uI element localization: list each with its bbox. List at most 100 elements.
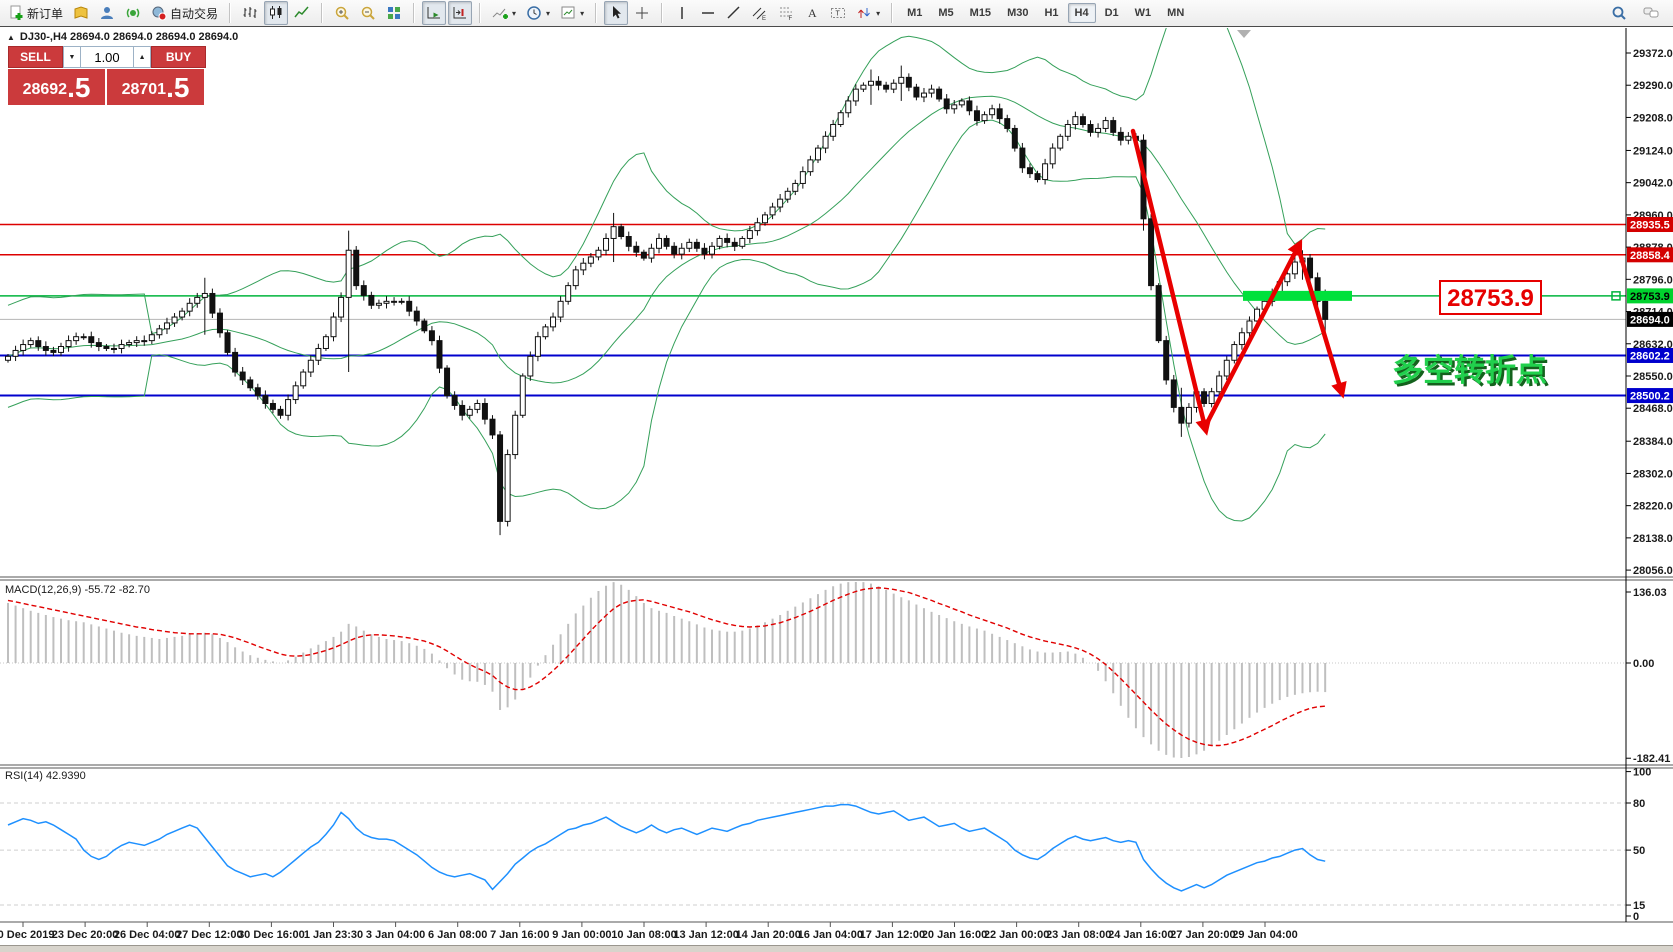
- history-center-button[interactable]: [69, 1, 93, 25]
- zigzag-arrows[interactable]: [1130, 128, 1347, 436]
- new-order-button-label: 新订单: [27, 6, 64, 21]
- green-highlight-bar[interactable]: [1243, 290, 1352, 301]
- candlestick-button[interactable]: [264, 1, 289, 25]
- sell-price[interactable]: 28692 .5: [8, 69, 105, 105]
- trendline-button[interactable]: [722, 1, 746, 25]
- text-label-button[interactable]: T: [826, 1, 850, 25]
- auto-scroll-icon: [427, 7, 441, 19]
- chart-shift-marker[interactable]: [1237, 30, 1251, 38]
- svg-text:F: F: [789, 16, 793, 21]
- toolbar-group-trade: 新订单 自动交易: [4, 1, 222, 25]
- zoom-in-button[interactable]: [330, 1, 354, 25]
- timeframe-m30[interactable]: M30: [1000, 3, 1035, 23]
- candlestick-icon: [270, 6, 282, 19]
- chevron-down-icon[interactable]: ▾: [876, 8, 881, 18]
- toolbar-group-cursor: [604, 1, 654, 25]
- chevron-down-icon[interactable]: ▾: [580, 8, 585, 18]
- tile-windows-button[interactable]: [382, 1, 406, 25]
- timeframe-m5[interactable]: M5: [931, 3, 960, 23]
- price-tick-label: 29372.0: [1633, 48, 1673, 60]
- new-order-icon: [10, 5, 23, 20]
- macd-tick-label: -182.41: [1633, 753, 1670, 765]
- price-tick-label: 28550.0: [1633, 371, 1673, 383]
- symbol-ohlc-text: DJ30-,H4 28694.0 28694.0 28694.0 28694.0: [19, 31, 239, 43]
- chevron-down-icon[interactable]: ▾: [512, 8, 517, 18]
- pane-separators[interactable]: [0, 28, 1673, 923]
- new-order-button[interactable]: 新订单: [4, 1, 67, 25]
- main-chart-pane[interactable]: [0, 28, 1626, 577]
- text-button[interactable]: A: [800, 1, 824, 25]
- search-icon: [1612, 6, 1626, 20]
- vertical-line-icon: [681, 7, 683, 19]
- indicator-axis[interactable]: 136.03 0.00 -182.41 100 80 50 150: [1626, 587, 1670, 923]
- rsi-tick-label: 0: [1633, 911, 1639, 923]
- timeframe-m1[interactable]: M1: [900, 3, 929, 23]
- chevron-down-icon[interactable]: ▾: [546, 8, 551, 18]
- signals-button[interactable]: [121, 1, 145, 25]
- horizontal-line-button[interactable]: [696, 1, 720, 25]
- zoom-out-button[interactable]: [356, 1, 380, 25]
- date-tick-label: 10 Jan 08:00: [611, 929, 676, 941]
- panel-collapse-icon[interactable]: ▲: [7, 32, 15, 42]
- periods-button[interactable]: ▾: [522, 1, 554, 25]
- fibonacci-button[interactable]: F: [774, 1, 798, 25]
- macd-pane[interactable]: [0, 581, 1626, 764]
- date-tick-label: 17 Jan 12:00: [860, 929, 925, 941]
- price-tick-label: 28632.0: [1633, 339, 1673, 351]
- svg-text:A: A: [808, 6, 817, 20]
- svg-text:T: T: [836, 11, 841, 18]
- indicators-button[interactable]: ▾: [488, 1, 520, 25]
- chart-shift-button[interactable]: [448, 1, 473, 25]
- text-label-icon: T: [831, 8, 846, 18]
- price-tick-label: 28796.0: [1633, 274, 1673, 286]
- price-tick-label: 29124.0: [1633, 145, 1673, 157]
- search-button[interactable]: [1607, 1, 1631, 25]
- indicators-icon: [492, 8, 509, 19]
- autotrading-button[interactable]: 自动交易: [147, 1, 222, 25]
- sell-button[interactable]: SELL: [8, 46, 63, 68]
- timeframe-h1[interactable]: H1: [1037, 3, 1065, 23]
- cursor-button[interactable]: [604, 1, 629, 25]
- rsi-value: 42.9390: [45, 770, 86, 782]
- templates-button[interactable]: ▾: [556, 1, 588, 25]
- timeframe-w1[interactable]: W1: [1128, 3, 1159, 23]
- volume-input[interactable]: [81, 46, 133, 68]
- bar-chart-button[interactable]: [238, 1, 262, 25]
- timeframe-h4-label: H4: [1074, 7, 1089, 19]
- macd-main-value: -55.72: [84, 584, 116, 596]
- timeframe-m15-label: M15: [969, 7, 992, 19]
- timeframe-h4[interactable]: H4: [1067, 3, 1096, 23]
- vertical-line-button[interactable]: [670, 1, 694, 25]
- price-tag-28694.0: 28694.0: [1627, 311, 1673, 327]
- toolbar-separator: [891, 3, 894, 23]
- rsi-tick-label: 100: [1633, 767, 1651, 779]
- zoom-out-icon: [361, 6, 375, 20]
- price-tick-label: 29290.0: [1633, 80, 1673, 92]
- timeframe-mn[interactable]: MN: [1160, 3, 1191, 23]
- price-axis[interactable]: 29372.029290.029208.029124.029042.028960…: [1626, 48, 1673, 577]
- buy-price[interactable]: 28701 .5: [107, 69, 204, 105]
- timeframe-d1[interactable]: D1: [1098, 3, 1126, 23]
- candlesticks: [5, 65, 1329, 536]
- line-chart-button[interactable]: [290, 1, 314, 25]
- volume-decrease-button[interactable]: ▼: [62, 46, 81, 68]
- arrows-button[interactable]: ▾: [852, 1, 884, 25]
- equidistant-channel-button[interactable]: E: [748, 1, 772, 25]
- buy-button[interactable]: BUY: [151, 46, 206, 68]
- horizontal-line-icon: [702, 12, 715, 14]
- signal-icon: [126, 8, 140, 18]
- crosshair-button[interactable]: [630, 1, 654, 25]
- price-callout[interactable]: 28753.9: [1439, 280, 1621, 315]
- rsi-pane[interactable]: [0, 768, 1626, 922]
- person-icon: [101, 7, 114, 19]
- auto-scroll-button[interactable]: [422, 1, 447, 25]
- timeframe-m15[interactable]: M15: [963, 3, 998, 23]
- chat-button[interactable]: [1639, 1, 1663, 25]
- toolbar-group-chart-type: [238, 1, 314, 25]
- volume-increase-button[interactable]: ▲: [133, 46, 152, 68]
- market-watch-button[interactable]: [95, 1, 119, 25]
